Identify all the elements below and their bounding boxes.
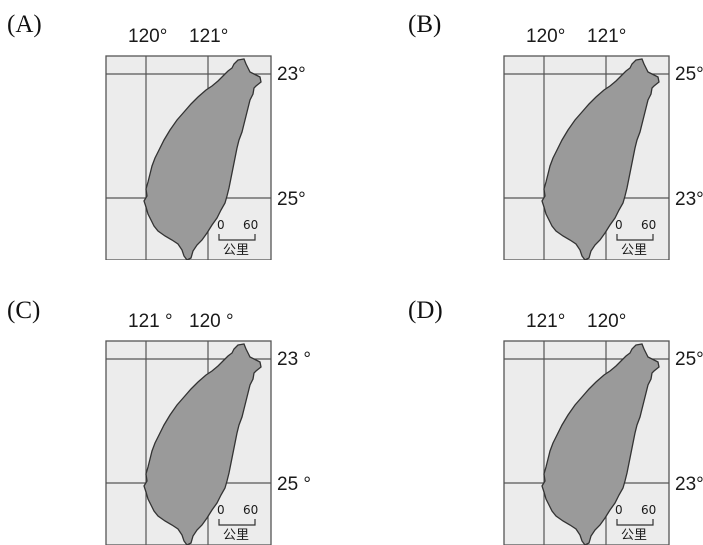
latitude-label-top: 25°	[675, 64, 703, 85]
scale-bar: 0 60 公里	[615, 503, 656, 543]
longitude-label-2: 121°	[587, 26, 626, 47]
latitude-label-bottom: 25 °	[277, 474, 311, 495]
taiwan-island	[541, 343, 660, 545]
scale-zero-label: 0	[217, 218, 225, 232]
scale-bar-line	[218, 519, 256, 526]
latitude-label-bottom: 23°	[675, 189, 703, 210]
scale-sixty-label: 60	[641, 218, 656, 232]
map-figure: 121 ° 120 ° 23 ° 25 ° 0 60 公里	[105, 311, 311, 545]
option-d-label: (D)	[408, 297, 443, 324]
latitude-label-top: 23 °	[277, 349, 311, 370]
scale-bar-line	[616, 234, 654, 241]
option-d-map: 121° 120° 25° 23° 0 60 公里	[496, 305, 703, 545]
option-b-label: (B)	[408, 11, 442, 38]
scale-zero-label: 0	[615, 218, 623, 232]
option-c-map: 121 ° 120 ° 23 ° 25 ° 0 60 公里	[98, 305, 398, 545]
longitude-label-1: 121°	[526, 311, 565, 332]
map-figure: 120° 121° 25° 23° 0 60 公里	[503, 26, 703, 260]
scale-sixty-label: 60	[641, 503, 656, 517]
scale-sixty-label: 60	[243, 218, 258, 232]
longitude-label-2: 121°	[189, 26, 228, 47]
scale-bar: 0 60 公里	[615, 218, 656, 258]
scale-bar-line	[218, 234, 256, 241]
scale-unit-label: 公里	[621, 528, 647, 543]
option-c-label: (C)	[7, 297, 41, 324]
scale-zero-label: 0	[615, 503, 623, 517]
longitude-label-1: 120°	[128, 26, 167, 47]
latitude-label-bottom: 23°	[675, 474, 703, 495]
taiwan-island	[541, 58, 660, 260]
longitude-label-1: 121 °	[128, 311, 173, 332]
scale-unit-label: 公里	[621, 243, 647, 258]
taiwan-island	[143, 58, 262, 260]
option-b-map: 120° 121° 25° 23° 0 60 公里	[496, 20, 703, 260]
taiwan-island	[143, 343, 262, 545]
scale-bar: 0 60 公里	[217, 218, 258, 258]
latitude-label-bottom: 25°	[277, 189, 306, 210]
latitude-label-top: 25°	[675, 349, 703, 370]
scale-zero-label: 0	[217, 503, 225, 517]
map-figure: 121° 120° 25° 23° 0 60 公里	[503, 311, 703, 545]
longitude-label-2: 120°	[587, 311, 626, 332]
map-figure: 120° 121° 23° 25° 0 60 公里	[105, 26, 306, 260]
scale-bar: 0 60 公里	[217, 503, 258, 543]
longitude-label-2: 120 °	[189, 311, 234, 332]
scale-unit-label: 公里	[223, 243, 249, 258]
longitude-label-1: 120°	[526, 26, 565, 47]
option-a-label: (A)	[7, 11, 42, 38]
scale-bar-line	[616, 519, 654, 526]
scale-sixty-label: 60	[243, 503, 258, 517]
option-a-map: 120° 121° 23° 25° 0 60 公里	[98, 20, 398, 260]
latitude-label-top: 23°	[277, 64, 306, 85]
scale-unit-label: 公里	[223, 528, 249, 543]
